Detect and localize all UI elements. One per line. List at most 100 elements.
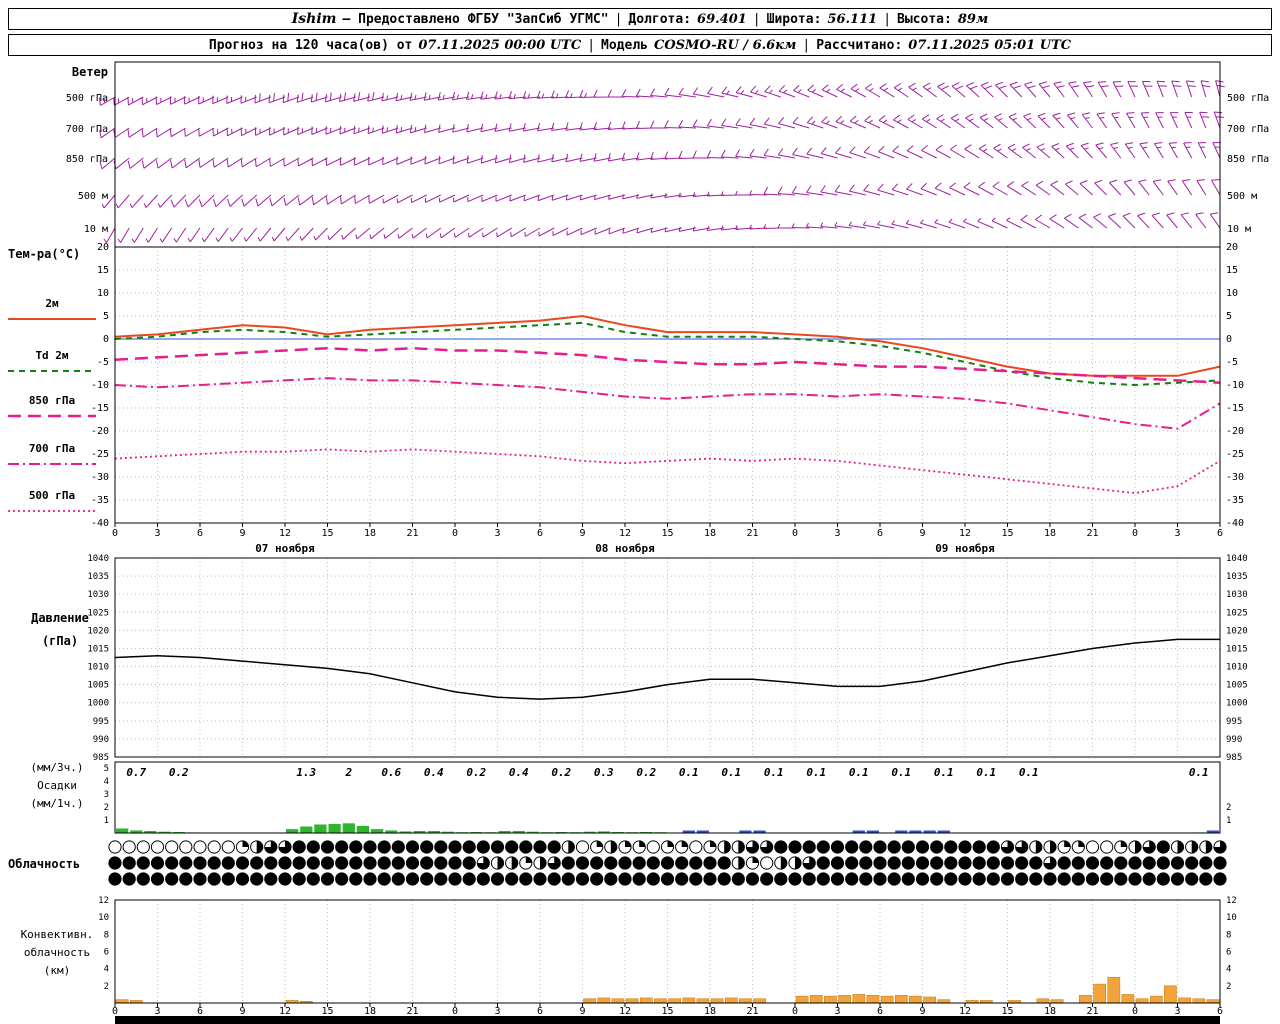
cloud-cover-glyph-fill xyxy=(1191,840,1198,854)
cloud-cover-glyph-fill xyxy=(1064,840,1071,847)
hour-label: 3 xyxy=(154,528,160,539)
pressure-ytick-right: 1035 xyxy=(1226,572,1248,582)
cloud-cover-glyph-fill xyxy=(477,856,490,870)
precip-3h-value: 0.7 xyxy=(126,766,146,779)
hour-label-bottom: 3 xyxy=(834,1006,840,1017)
temp-ytick-left: 10 xyxy=(97,288,109,299)
precip-3h-value: 0.4 xyxy=(424,766,444,779)
cloud-cover-glyph xyxy=(901,872,915,886)
cloud-cover-glyph xyxy=(958,840,972,854)
precip-bar xyxy=(356,825,369,834)
pressure-ytick-right: 1040 xyxy=(1226,554,1248,564)
conv-ytick-left: 12 xyxy=(98,896,109,906)
cloud-cover-glyph-fill xyxy=(548,856,561,870)
convective-bar xyxy=(682,997,696,1004)
cloud-cover-glyph xyxy=(915,840,930,854)
cloud-cover-glyph xyxy=(873,840,887,854)
hour-label-bottom: 6 xyxy=(877,1006,883,1017)
calculated-label: Рассчитано: xyxy=(816,37,903,53)
precip-accent-mark xyxy=(937,830,950,833)
precip-accent-mark xyxy=(923,830,936,833)
precip-ytick-left: 4 xyxy=(104,777,109,787)
cloud-cover-glyph xyxy=(405,856,420,870)
conv-ytick-right: 8 xyxy=(1226,930,1231,940)
convective-bar xyxy=(597,997,611,1004)
cloud-cover-glyph xyxy=(179,840,193,854)
cloud-cover-glyph xyxy=(207,840,221,854)
cloud-cover-glyph xyxy=(405,872,420,886)
pressure-ytick-left: 1015 xyxy=(87,644,109,654)
cloud-cover-glyph xyxy=(264,856,278,870)
temp-series xyxy=(114,377,1221,430)
pressure-ytick-right: 1025 xyxy=(1226,608,1248,618)
cloud-cover-glyph xyxy=(448,840,462,854)
convective-bar xyxy=(1149,995,1163,1004)
cloud-cover-glyph xyxy=(349,840,363,854)
temp-ytick-right: -30 xyxy=(1226,472,1244,483)
wind-level-label-left: 10 м xyxy=(84,224,108,235)
cloud-cover-glyph xyxy=(1170,856,1185,870)
cloud-cover-glyph xyxy=(363,840,377,854)
cloud-cover-glyph xyxy=(689,840,703,854)
cloud-cover-glyph xyxy=(986,872,1000,886)
provider-text: — Предоставлено ФГБУ "ЗапСиб УГМС" xyxy=(342,11,609,27)
cloud-cover-glyph xyxy=(1043,872,1057,886)
temp-ytick-right: 20 xyxy=(1226,242,1238,253)
cloud-cover-glyph xyxy=(278,872,292,886)
temp-ytick-left: -15 xyxy=(91,403,109,414)
hour-label: 18 xyxy=(1044,528,1056,539)
conv-ytick-left: 4 xyxy=(104,965,109,975)
pressure-units: (гПа) xyxy=(42,634,78,648)
precip-3h-value: 0.2 xyxy=(169,766,189,779)
temp-series xyxy=(114,321,1221,387)
cloud-cover-glyph xyxy=(873,872,887,886)
date-label: 07 ноября xyxy=(255,542,315,555)
hour-label-bottom: 6 xyxy=(1217,1006,1223,1017)
model-label: Модель xyxy=(601,37,648,53)
cloud-cover-glyph-fill xyxy=(1035,840,1042,854)
conv-panel-border xyxy=(114,899,1221,1004)
cloud-cover-glyph xyxy=(165,872,179,886)
hour-label: 0 xyxy=(1132,528,1138,539)
pressure-ytick-left: 1020 xyxy=(87,626,109,636)
wind-level-label-right: 700 гПа xyxy=(1227,124,1269,135)
conv-ytick-left: 8 xyxy=(104,930,109,940)
cloud-cover-glyph xyxy=(646,872,660,886)
cloud-cover-glyph xyxy=(660,872,675,886)
cloud-cover-glyph xyxy=(193,840,207,854)
convective-bar xyxy=(1121,994,1135,1004)
hour-label: 3 xyxy=(834,528,840,539)
cloud-cover-glyph xyxy=(575,872,590,886)
cloud-cover-glyph xyxy=(1213,872,1227,886)
cloud-cover-glyph xyxy=(1156,856,1170,870)
cloud-cover-glyph-fill xyxy=(1120,840,1127,847)
convective-bar xyxy=(115,999,129,1004)
temp-ytick-right: -35 xyxy=(1226,495,1244,506)
cloud-cover-glyph xyxy=(108,840,122,854)
precip-3h-value: 0.1 xyxy=(1189,766,1209,779)
convective-bar xyxy=(1036,998,1050,1004)
precip-bar xyxy=(597,831,610,833)
conv-ytick-right: 10 xyxy=(1226,913,1237,923)
cloud-cover-glyph-fill xyxy=(746,840,759,854)
cloud-cover-glyph xyxy=(420,872,434,886)
cloud-cover-glyph-fill xyxy=(1205,840,1212,854)
pressure-ytick-right: 985 xyxy=(1226,753,1242,763)
precip-ytick-left: 3 xyxy=(104,790,109,800)
cloud-cover-glyph-fill xyxy=(497,856,504,870)
cloud-cover-glyph xyxy=(434,840,448,854)
cloud-cover-glyph xyxy=(1100,872,1114,886)
pressure-ytick-right: 1015 xyxy=(1226,644,1248,654)
convective-bar xyxy=(1178,997,1191,1004)
hour-label-bottom: 21 xyxy=(1086,1006,1098,1017)
cloud-cover-glyph xyxy=(278,856,292,870)
cloud-cover-glyph xyxy=(675,856,689,870)
cloud-cover-glyph xyxy=(108,872,122,886)
cloud-cover-glyph xyxy=(1185,872,1199,886)
cloud-cover-glyph xyxy=(774,840,788,854)
cloud-cover-glyph xyxy=(802,872,816,886)
temp-ytick-right: -20 xyxy=(1226,426,1244,437)
convective-bar xyxy=(739,998,752,1004)
pressure-ytick-left: 1035 xyxy=(87,572,109,582)
cloud-cover-glyph xyxy=(122,856,136,870)
